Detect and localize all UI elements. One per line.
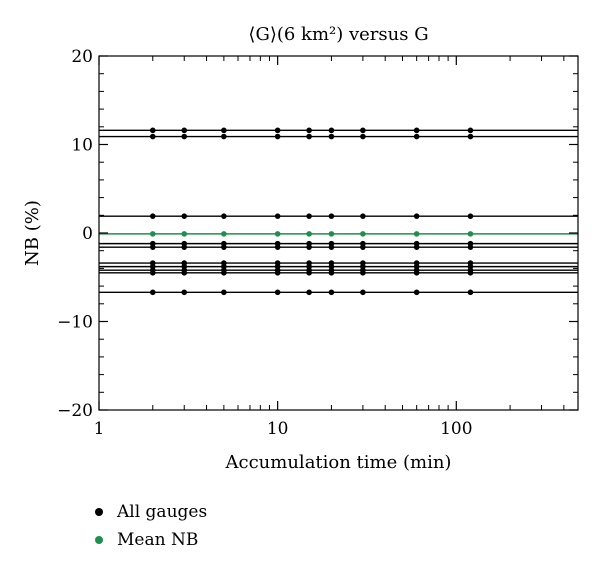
data-point bbox=[181, 231, 188, 237]
data-point bbox=[467, 244, 474, 250]
series-all-6 bbox=[99, 263, 578, 270]
y-tick-label: −20 bbox=[57, 401, 93, 421]
data-point bbox=[467, 231, 474, 237]
chart-title: ⟨G⟩(6 km²) versus G bbox=[248, 24, 428, 45]
data-point bbox=[221, 289, 227, 296]
data-point bbox=[181, 127, 188, 134]
data-point bbox=[467, 127, 474, 134]
data-point bbox=[149, 244, 156, 250]
legend-item-mean-nb: Mean NB bbox=[95, 526, 207, 554]
data-point bbox=[360, 133, 366, 140]
data-point bbox=[274, 231, 281, 237]
data-point bbox=[360, 213, 366, 219]
legend-label-all-gauges: All gauges bbox=[117, 502, 208, 522]
y-axis-label: NB (%) bbox=[22, 200, 43, 266]
legend-item-all-gauges: All gauges bbox=[95, 498, 207, 526]
data-point bbox=[149, 289, 156, 296]
data-point bbox=[149, 231, 156, 237]
data-point bbox=[306, 213, 312, 219]
data-point bbox=[181, 244, 188, 250]
legend-marker-mean-nb bbox=[95, 536, 103, 544]
data-point bbox=[221, 213, 227, 219]
data-point bbox=[306, 289, 312, 296]
data-point bbox=[274, 289, 281, 296]
series-all-0 bbox=[99, 127, 578, 134]
data-point bbox=[328, 244, 335, 250]
data-point bbox=[413, 231, 420, 237]
data-point bbox=[328, 127, 335, 134]
data-point bbox=[221, 244, 227, 250]
series-all-5 bbox=[99, 260, 578, 266]
data-point bbox=[221, 231, 227, 237]
data-point bbox=[306, 127, 312, 134]
data-point bbox=[328, 133, 335, 140]
series-all-3 bbox=[99, 240, 578, 247]
x-tick-label: 1 bbox=[94, 419, 105, 439]
series-all-9 bbox=[99, 289, 578, 296]
data-point bbox=[221, 133, 227, 140]
data-point bbox=[328, 289, 335, 296]
plot-frame bbox=[98, 55, 579, 411]
series-all-4 bbox=[99, 244, 578, 250]
y-tick-label: 0 bbox=[82, 224, 93, 244]
series-all-1 bbox=[99, 133, 578, 140]
data-point bbox=[413, 213, 420, 219]
data-point bbox=[328, 270, 335, 276]
data-point bbox=[274, 133, 281, 140]
data-point bbox=[360, 289, 366, 296]
data-point bbox=[467, 133, 474, 140]
data-point bbox=[360, 270, 366, 276]
data-point bbox=[149, 127, 156, 134]
legend: All gauges Mean NB bbox=[95, 498, 207, 554]
data-point bbox=[306, 244, 312, 250]
legend-label-mean-nb: Mean NB bbox=[117, 530, 199, 550]
data-point bbox=[181, 213, 188, 219]
y-tick-label: 20 bbox=[71, 47, 93, 67]
data-point bbox=[274, 270, 281, 276]
data-point bbox=[360, 231, 366, 237]
data-point bbox=[149, 213, 156, 219]
data-point bbox=[413, 270, 420, 276]
data-point bbox=[467, 213, 474, 219]
data-point bbox=[306, 231, 312, 237]
data-point bbox=[306, 270, 312, 276]
y-tick-label: 10 bbox=[71, 136, 93, 156]
data-point bbox=[221, 127, 227, 134]
data-point bbox=[181, 270, 188, 276]
data-point bbox=[149, 270, 156, 276]
data-point bbox=[413, 289, 420, 296]
data-point bbox=[328, 231, 335, 237]
data-point bbox=[149, 133, 156, 140]
data-point bbox=[360, 127, 366, 134]
data-point bbox=[413, 127, 420, 134]
series-layer bbox=[99, 127, 578, 296]
y-tick-label: −10 bbox=[57, 313, 93, 333]
ticks-layer: −20 −10 0 10 20 1 10 100 bbox=[57, 47, 578, 439]
data-point bbox=[221, 270, 227, 276]
data-point bbox=[328, 213, 335, 219]
x-tick-label: 10 bbox=[267, 419, 289, 439]
x-axis-label: Accumulation time (min) bbox=[225, 452, 452, 473]
series-all-8 bbox=[99, 270, 578, 276]
data-point bbox=[181, 289, 188, 296]
data-point bbox=[467, 270, 474, 276]
data-point bbox=[413, 133, 420, 140]
data-point bbox=[274, 244, 281, 250]
data-point bbox=[274, 213, 281, 219]
data-point bbox=[467, 289, 474, 296]
legend-marker-all-gauges bbox=[95, 508, 103, 516]
data-point bbox=[413, 244, 420, 250]
series-mean-10 bbox=[99, 231, 578, 237]
data-point bbox=[360, 244, 366, 250]
data-point bbox=[274, 127, 281, 134]
series-all-2 bbox=[99, 213, 578, 219]
x-tick-label: 100 bbox=[440, 419, 472, 439]
data-point bbox=[181, 133, 188, 140]
data-point bbox=[306, 133, 312, 140]
